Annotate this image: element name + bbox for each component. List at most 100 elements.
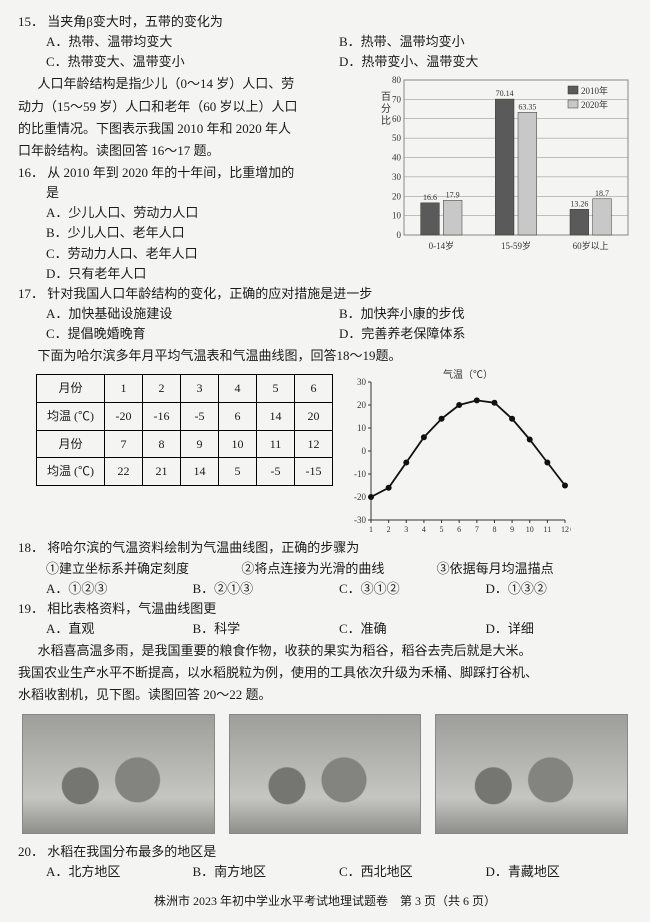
q18-stem: 将哈尔滨的气温资料绘制为气温曲线图，正确的步骤为 [47,540,359,555]
p20-l2: 我国农业生产水平不断提高，以水稻脱粒为例，使用的工具依次升级为禾桶、脚踩打谷机、 [18,663,632,683]
photo-row [22,714,628,834]
svg-text:气温（℃）: 气温（℃） [443,368,493,381]
svg-text:50: 50 [392,134,402,144]
svg-text:分: 分 [381,103,391,115]
q19-opt-b: B．科学 [193,619,340,639]
q18-opt-b: B．②①③ [193,579,340,599]
q16-opt-a: A．少儿人口、劳动力人口 [46,203,364,223]
svg-text:80: 80 [392,75,402,85]
q16-num: 16． [18,165,44,180]
p16-l4: 口年龄结构。读图回答 16～17 题。 [18,141,364,161]
svg-text:2020年: 2020年 [581,99,608,110]
svg-text:3: 3 [404,525,408,534]
svg-text:6: 6 [457,525,461,534]
q16-stem2: 是 [46,183,364,203]
svg-text:20: 20 [392,192,402,202]
svg-text:70: 70 [392,95,402,105]
q19-opt-d: D．详细 [486,619,633,639]
q19-num: 19． [18,601,44,616]
q20-opt-d: D．青藏地区 [486,862,633,882]
svg-text:10: 10 [526,525,534,534]
question-15: 15． 当夹角β变大时，五带的变化为 A．热带、温带均变大 B．热带、温带均变小… [18,12,632,72]
temp-table: 月份 1 2 3 4 5 6 均温 (℃) -20 -16 -5 6 14 20… [36,374,333,485]
svg-text:15-59岁: 15-59岁 [501,240,531,251]
q20-opt-c: C．西北地区 [339,862,486,882]
q16-opt-b: B．少儿人口、老年人口 [46,223,364,243]
p16-l3: 的比重情况。下图表示我国 2010 年和 2020 年人 [18,119,364,139]
photo-hetong [22,714,215,834]
q18-s3: ③依据每月均温描点 [437,559,632,579]
p16-l1: 人口年龄结构是指少儿（0～14 岁）人口、劳 [18,74,364,94]
q18-s2: ②将点连接为光滑的曲线 [241,559,436,579]
passage-18: 下面为哈尔滨多年月平均气温表和气温曲线图，回答18～19题。 [18,346,632,366]
question-18: 18． 将哈尔滨的气温资料绘制为气温曲线图，正确的步骤为 ①建立坐标系并确定刻度… [18,538,632,598]
question-16: 16． 从 2010 年到 2020 年的十年间，比重增加的 是 A．少儿人口、… [18,163,364,284]
svg-text:13.26: 13.26 [570,200,588,209]
q17-opt-d: D．完善养老保障体系 [339,324,632,344]
svg-text:63.35: 63.35 [518,103,536,112]
p20-l1: 水稻喜高温多雨，是我国重要的粮食作物，收获的果实为稻谷，稻谷去壳后就是大米。 [18,641,632,661]
svg-text:70.14: 70.14 [496,90,514,99]
q18-num: 18． [18,540,44,555]
q16-stem1: 从 2010 年到 2020 年的十年间，比重增加的 [47,165,294,180]
q16-opt-d: D．只有老年人口 [46,264,364,284]
photo-jiaocai [229,714,422,834]
svg-text:20: 20 [357,400,367,410]
q19-opt-a: A．直观 [46,619,193,639]
svg-text:18.7: 18.7 [595,189,609,198]
q15-opt-d: D．热带变小、温带变大 [339,52,632,72]
svg-text:17.9: 17.9 [446,191,460,200]
q20-num: 20． [18,844,44,859]
q15-opt-a: A．热带、温带均变大 [46,32,339,52]
svg-text:5: 5 [440,525,444,534]
block-16-17: 人口年龄结构是指少儿（0～14 岁）人口、劳 动力（15～59 岁）人口和老年（… [18,72,632,283]
question-19: 19． 相比表格资料，气温曲线图更 A．直观 B．科学 C．准确 D．详细 [18,599,632,639]
svg-text:-10: -10 [354,469,366,479]
photo-shougeji [435,714,628,834]
svg-text:-20: -20 [354,492,366,502]
line-chart: 气温（℃）-30-20-100102030123456789101112（月） [341,368,571,538]
q15-num: 15． [18,14,44,29]
temp-block: 月份 1 2 3 4 5 6 均温 (℃) -20 -16 -5 6 14 20… [18,368,632,538]
svg-text:10: 10 [357,423,367,433]
svg-text:-30: -30 [354,515,366,525]
question-17: 17． 针对我国人口年龄结构的变化，正确的应对措施是进一步 A．加快基础设施建设… [18,284,632,344]
q17-opt-b: B．加快奔小康的步伐 [339,304,632,324]
svg-text:30: 30 [357,377,367,387]
q20-opt-a: A．北方地区 [46,862,193,882]
q15-opt-b: B．热带、温带均变小 [339,32,632,52]
p16-l2: 动力（15～59 岁）人口和老年（60 岁以上）人口 [18,97,364,117]
svg-text:8: 8 [492,525,496,534]
q16-opt-c: C．劳动力人口、老年人口 [46,244,364,264]
svg-text:2010年: 2010年 [581,85,608,96]
svg-text:0-14岁: 0-14岁 [429,240,455,251]
svg-text:11: 11 [544,525,552,534]
q18-opt-d: D．①③② [486,579,633,599]
q20-opt-b: B．南方地区 [193,862,340,882]
q17-opt-c: C．提倡晚婚晚育 [46,324,339,344]
svg-text:16.6: 16.6 [423,193,437,202]
q18-opt-c: C．③①② [339,579,486,599]
th-month: 月份 [37,375,105,403]
svg-text:60岁以上: 60岁以上 [573,240,609,251]
q17-stem: 针对我国人口年龄结构的变化，正确的应对措施是进一步 [47,286,372,301]
q17-opt-a: A．加快基础设施建设 [46,304,339,324]
q15-opt-c: C．热带变大、温带变小 [46,52,339,72]
question-20: 20． 水稻在我国分布最多的地区是 A．北方地区 B．南方地区 C．西北地区 D… [18,842,632,882]
svg-text:1: 1 [369,525,373,534]
q19-opt-c: C．准确 [339,619,486,639]
svg-text:30: 30 [392,172,402,182]
q20-stem: 水稻在我国分布最多的地区是 [47,844,216,859]
svg-text:比: 比 [381,115,391,127]
svg-text:9: 9 [510,525,514,534]
svg-text:4: 4 [422,525,426,534]
q17-num: 17． [18,286,44,301]
svg-text:0: 0 [397,230,402,240]
p20-l3: 水稻收割机，见下图。读图回答 20～22 题。 [18,685,632,705]
svg-text:40: 40 [392,153,402,163]
svg-text:百: 百 [381,91,391,103]
page-footer: 株洲市 2023 年初中学业水平考试地理试题卷 第 3 页（共 6 页） [18,892,632,911]
svg-text:（月）: （月） [565,525,571,534]
q15-stem: 当夹角β变大时，五带的变化为 [47,14,223,29]
bar-chart: 01020304050607080百分比16.617.90-14岁70.1463… [372,72,632,257]
